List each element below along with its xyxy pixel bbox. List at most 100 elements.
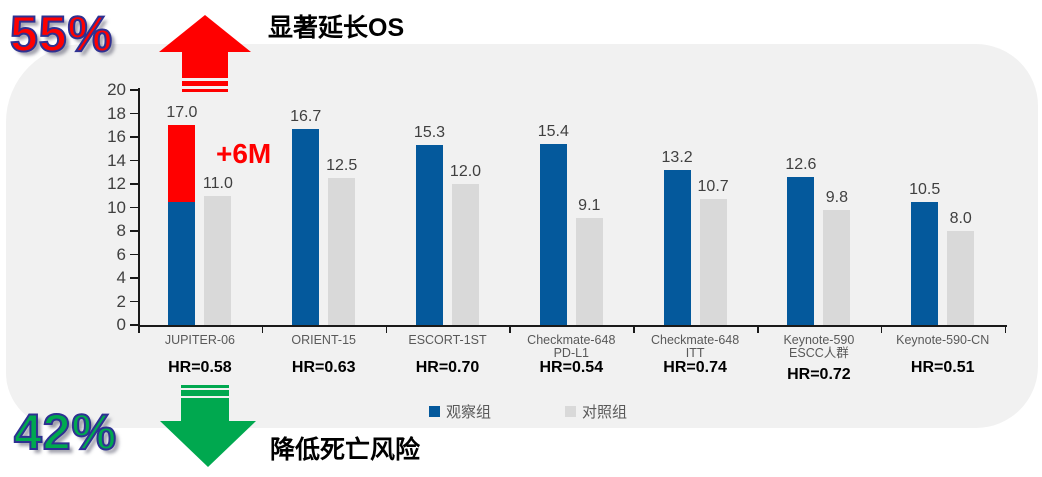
category-label: ESCORT-1ST — [386, 334, 510, 347]
legend-item-control: 对照组 — [565, 401, 627, 422]
y-tick — [130, 136, 138, 138]
bar-control — [575, 218, 603, 325]
category-label-line: Keynote-590-CN — [896, 333, 990, 347]
x-tick — [880, 327, 883, 333]
plus-6m-label: +6M — [216, 138, 272, 169]
y-tick-label: 2 — [116, 291, 126, 311]
hr-label: HR=0.51 — [910, 359, 975, 376]
y-tick — [130, 277, 138, 279]
bar-observation — [787, 176, 815, 325]
category-label-line: Keynote-590 — [783, 333, 855, 347]
hr-label: HR=0.72 — [787, 366, 851, 383]
y-tick — [130, 300, 138, 303]
category-label: Checkmate-648 ITT — [633, 334, 757, 360]
observation-value-label: 13.2 — [661, 148, 693, 166]
category-label-line: ESCC人群 — [789, 346, 849, 360]
y-tick-label: 10 — [107, 197, 126, 217]
bar-control — [452, 184, 479, 325]
category-label-line: ORIENT-15 — [291, 333, 356, 347]
observation-value-label: 10.5 — [909, 180, 941, 198]
pct-42-label: 42% — [13, 404, 118, 460]
y-tick-label: 0 — [116, 315, 126, 334]
x-tick — [633, 327, 635, 333]
arrow-stripe — [181, 390, 229, 396]
y-tick — [130, 89, 138, 91]
control-value-label: 10.7 — [697, 178, 729, 196]
arrow-shaft — [181, 398, 229, 422]
control-legend-label: 对照组 — [582, 404, 628, 421]
bar-observation — [911, 201, 939, 325]
down-arrow-icon — [160, 385, 256, 467]
y-tick-label: 8 — [116, 221, 126, 240]
y-tick — [130, 159, 138, 162]
category-label: Keynote-590 ESCC人群 — [757, 334, 881, 360]
y-axis-line — [138, 88, 140, 327]
chart-legend: 观察组 对照组 — [429, 401, 627, 422]
y-tick-label: 20 — [107, 80, 126, 99]
y-tick — [130, 112, 138, 115]
observation-value-label: 17.0 — [166, 104, 198, 122]
category-label-line: PD-L1 — [553, 346, 590, 360]
control-legend-swatch — [565, 406, 577, 417]
y-tick-label: 4 — [116, 268, 126, 287]
hr-label: HR=0.74 — [663, 359, 727, 376]
category-label-line: ITT — [685, 346, 705, 360]
legend-item-observation: 观察组 — [429, 401, 491, 422]
x-tick — [261, 327, 264, 333]
bar-observation — [168, 201, 196, 325]
observation-legend-label: 观察组 — [446, 404, 492, 421]
arrow-stripe — [182, 81, 228, 86]
category-label-line: ESCORT-1ST — [408, 333, 487, 347]
x-tick — [138, 327, 140, 333]
y-tick-label: 18 — [107, 103, 126, 123]
bar-highlight-segment — [168, 125, 196, 202]
x-tick — [385, 327, 388, 333]
pct-55-label: 55% — [9, 6, 114, 62]
bar-control — [328, 178, 356, 325]
control-value-label: 9.1 — [578, 197, 601, 215]
control-value-label: 12.0 — [449, 163, 482, 180]
y-tick — [130, 230, 138, 232]
x-axis-line — [138, 325, 1007, 327]
bar-observation — [663, 169, 691, 325]
risk-reduction-title: 降低死亡风险 — [270, 436, 421, 464]
category-label: Keynote-590-CN — [881, 334, 1005, 347]
category-label: ORIENT-15 — [262, 334, 386, 347]
control-value-label: 8.0 — [949, 210, 972, 227]
y-tick-label: 6 — [116, 244, 126, 264]
x-tick — [1004, 327, 1007, 333]
y-tick — [130, 324, 138, 326]
category-label-line: JUPITER-06 — [164, 333, 235, 347]
bar-observation — [539, 144, 567, 325]
arrow-head — [160, 421, 256, 467]
arrow-stripe-thin — [181, 385, 229, 388]
observation-value-label: 15.3 — [413, 124, 446, 142]
bar-control — [823, 209, 851, 325]
hr-label: HR=0.70 — [415, 359, 480, 376]
hr-label: HR=0.54 — [539, 359, 604, 376]
observation-value-label: 16.7 — [290, 107, 322, 125]
bar-observation — [292, 128, 320, 325]
hr-label: HR=0.58 — [168, 359, 232, 376]
arrow-shaft — [182, 51, 228, 78]
observation-value-label: 12.6 — [785, 155, 817, 173]
x-tick — [509, 327, 511, 333]
bar-observation — [416, 145, 443, 325]
up-arrow-icon — [159, 15, 251, 92]
control-value-label: 12.5 — [326, 157, 358, 175]
y-tick-label: 16 — [107, 127, 126, 146]
y-tick — [130, 253, 138, 256]
category-label: JUPITER-06 — [138, 334, 262, 347]
y-tick-label: 12 — [107, 174, 126, 193]
observation-legend-swatch — [429, 406, 440, 417]
category-label-line: Checkmate-648 — [650, 333, 740, 347]
category-label-line: Checkmate-648 — [527, 333, 616, 347]
y-tick — [130, 206, 138, 209]
category-label: Checkmate-648 PD-L1 — [509, 334, 633, 360]
os-extension-title: 显著延长OS — [268, 14, 405, 42]
bar-control — [947, 231, 975, 325]
control-value-label: 11.0 — [202, 174, 233, 192]
bar-control — [204, 195, 232, 325]
